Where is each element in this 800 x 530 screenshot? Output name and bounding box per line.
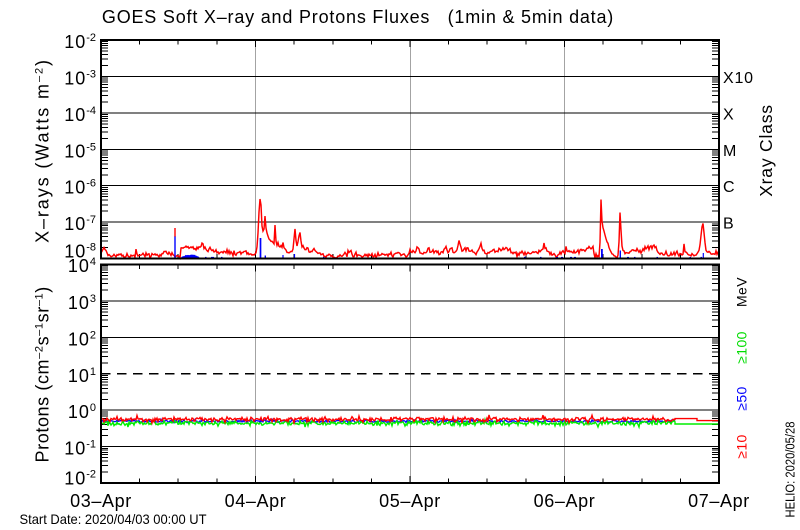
svg-text:≥10: ≥10 xyxy=(734,434,750,458)
svg-text:104: 104 xyxy=(68,256,96,276)
svg-text:Protons (cm–2s–1sr–1): Protons (cm–2s–1sr–1) xyxy=(33,286,53,462)
svg-text:07–Apr: 07–Apr xyxy=(688,491,750,511)
svg-text:101: 101 xyxy=(68,366,96,386)
svg-text:102: 102 xyxy=(68,329,96,349)
svg-text:05–Apr: 05–Apr xyxy=(379,491,441,511)
svg-text:X: X xyxy=(723,106,734,123)
svg-text:C: C xyxy=(723,179,735,196)
svg-text:Xray Class: Xray Class xyxy=(756,104,776,197)
svg-text:03–Apr: 03–Apr xyxy=(70,491,132,511)
svg-text:M: M xyxy=(723,143,737,160)
svg-text:103: 103 xyxy=(68,293,96,313)
svg-text:GOES Soft X–ray and Protons Fl: GOES Soft X–ray and Protons Fluxes (1min… xyxy=(102,7,614,27)
svg-text:X10: X10 xyxy=(723,70,754,87)
svg-text:≥100: ≥100 xyxy=(734,331,750,364)
svg-text:06–Apr: 06–Apr xyxy=(534,491,596,511)
svg-text:100: 100 xyxy=(68,402,96,422)
svg-text:Start Date: 2020/04/03 00:00 U: Start Date: 2020/04/03 00:00 UT xyxy=(20,511,207,527)
svg-text:04–Apr: 04–Apr xyxy=(225,491,287,511)
svg-text:MeV: MeV xyxy=(734,277,750,307)
svg-text:X–rays (Watts m–2): X–rays (Watts m–2) xyxy=(33,58,53,243)
svg-text:≥50: ≥50 xyxy=(734,386,750,410)
svg-text:HELIO: 2020/05/28: HELIO: 2020/05/28 xyxy=(783,422,798,518)
svg-text:B: B xyxy=(723,216,734,233)
